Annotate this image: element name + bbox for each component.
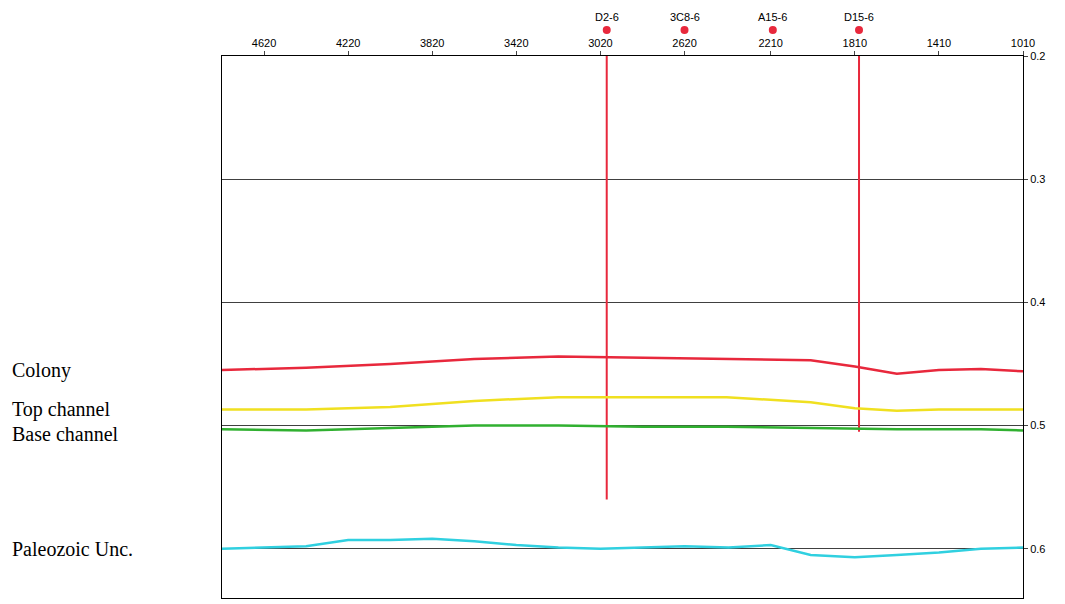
- svg-text:0.2: 0.2: [1030, 50, 1045, 62]
- svg-text:3C8-6: 3C8-6: [670, 11, 700, 23]
- svg-text:Colony: Colony: [12, 359, 71, 382]
- svg-text:D2-6: D2-6: [595, 11, 619, 23]
- svg-text:2620: 2620: [672, 37, 696, 49]
- svg-text:Base channel: Base channel: [12, 423, 119, 445]
- svg-text:Top channel: Top channel: [12, 398, 110, 421]
- svg-text:A15-6: A15-6: [758, 11, 787, 23]
- svg-text:3420: 3420: [504, 37, 528, 49]
- svg-text:D15-6: D15-6: [844, 11, 874, 23]
- svg-text:3020: 3020: [588, 37, 612, 49]
- svg-text:1410: 1410: [927, 37, 951, 49]
- svg-text:0.6: 0.6: [1030, 543, 1045, 555]
- svg-text:2210: 2210: [758, 37, 782, 49]
- svg-text:4620: 4620: [252, 37, 276, 49]
- svg-text:0.4: 0.4: [1030, 296, 1045, 308]
- svg-text:Paleozoic Unc.: Paleozoic Unc.: [12, 538, 133, 560]
- svg-text:1810: 1810: [843, 37, 867, 49]
- svg-text:4220: 4220: [336, 37, 360, 49]
- svg-text:0.5: 0.5: [1030, 419, 1045, 431]
- svg-text:3820: 3820: [420, 37, 444, 49]
- svg-text:0.3: 0.3: [1030, 173, 1045, 185]
- svg-text:1010: 1010: [1011, 37, 1035, 49]
